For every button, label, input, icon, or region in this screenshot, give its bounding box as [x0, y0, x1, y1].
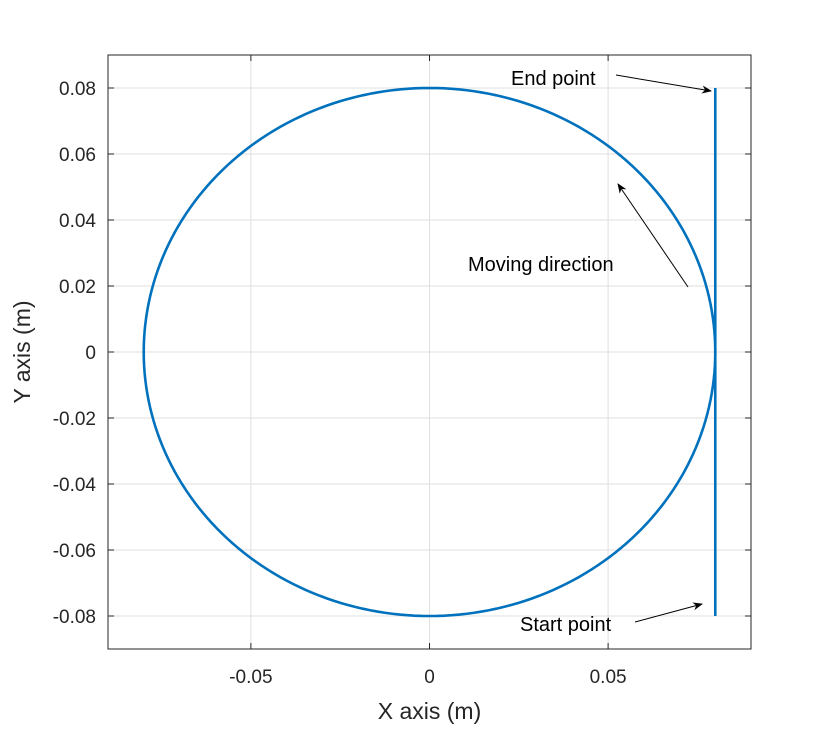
x-tick-label: -0.05 — [229, 667, 272, 688]
y-tick-label: -0.02 — [53, 409, 96, 430]
annotation-end-point: End point — [511, 68, 596, 90]
x-tick-label: 0 — [424, 667, 435, 688]
x-axis-label: X axis (m) — [378, 698, 482, 724]
series-circle-path — [142, 86, 717, 618]
annotation-start-point: Start point — [520, 614, 612, 636]
y-tick-label: 0.04 — [59, 211, 96, 232]
annotation-moving-direction-arrow — [617, 183, 689, 288]
series-layer — [142, 86, 717, 618]
annotation-end-point-arrow — [615, 74, 712, 94]
y-tick-label: -0.08 — [53, 607, 96, 628]
y-tick-label: 0.08 — [59, 79, 96, 100]
y-tick-label: -0.04 — [53, 475, 97, 496]
y-tick-label: -0.06 — [53, 541, 96, 562]
ticks — [108, 55, 751, 649]
annotation-start-point-arrow — [634, 602, 703, 623]
annotation-moving-direction: Moving direction — [468, 254, 614, 276]
annotations: End point Moving direction Start point — [468, 68, 712, 636]
y-tick-label: 0.06 — [59, 145, 96, 166]
y-axis-label: Y axis (m) — [9, 300, 35, 403]
x-tick-label: 0.05 — [590, 667, 627, 688]
grid — [108, 55, 751, 649]
y-tick-label: 0.02 — [59, 277, 96, 298]
y-tick-label: 0 — [85, 343, 96, 364]
tick-labels: -0.05 0 0.05 -0.08 -0.06 -0.04 -0.02 0 0.02 0.04 0… — [53, 79, 627, 688]
